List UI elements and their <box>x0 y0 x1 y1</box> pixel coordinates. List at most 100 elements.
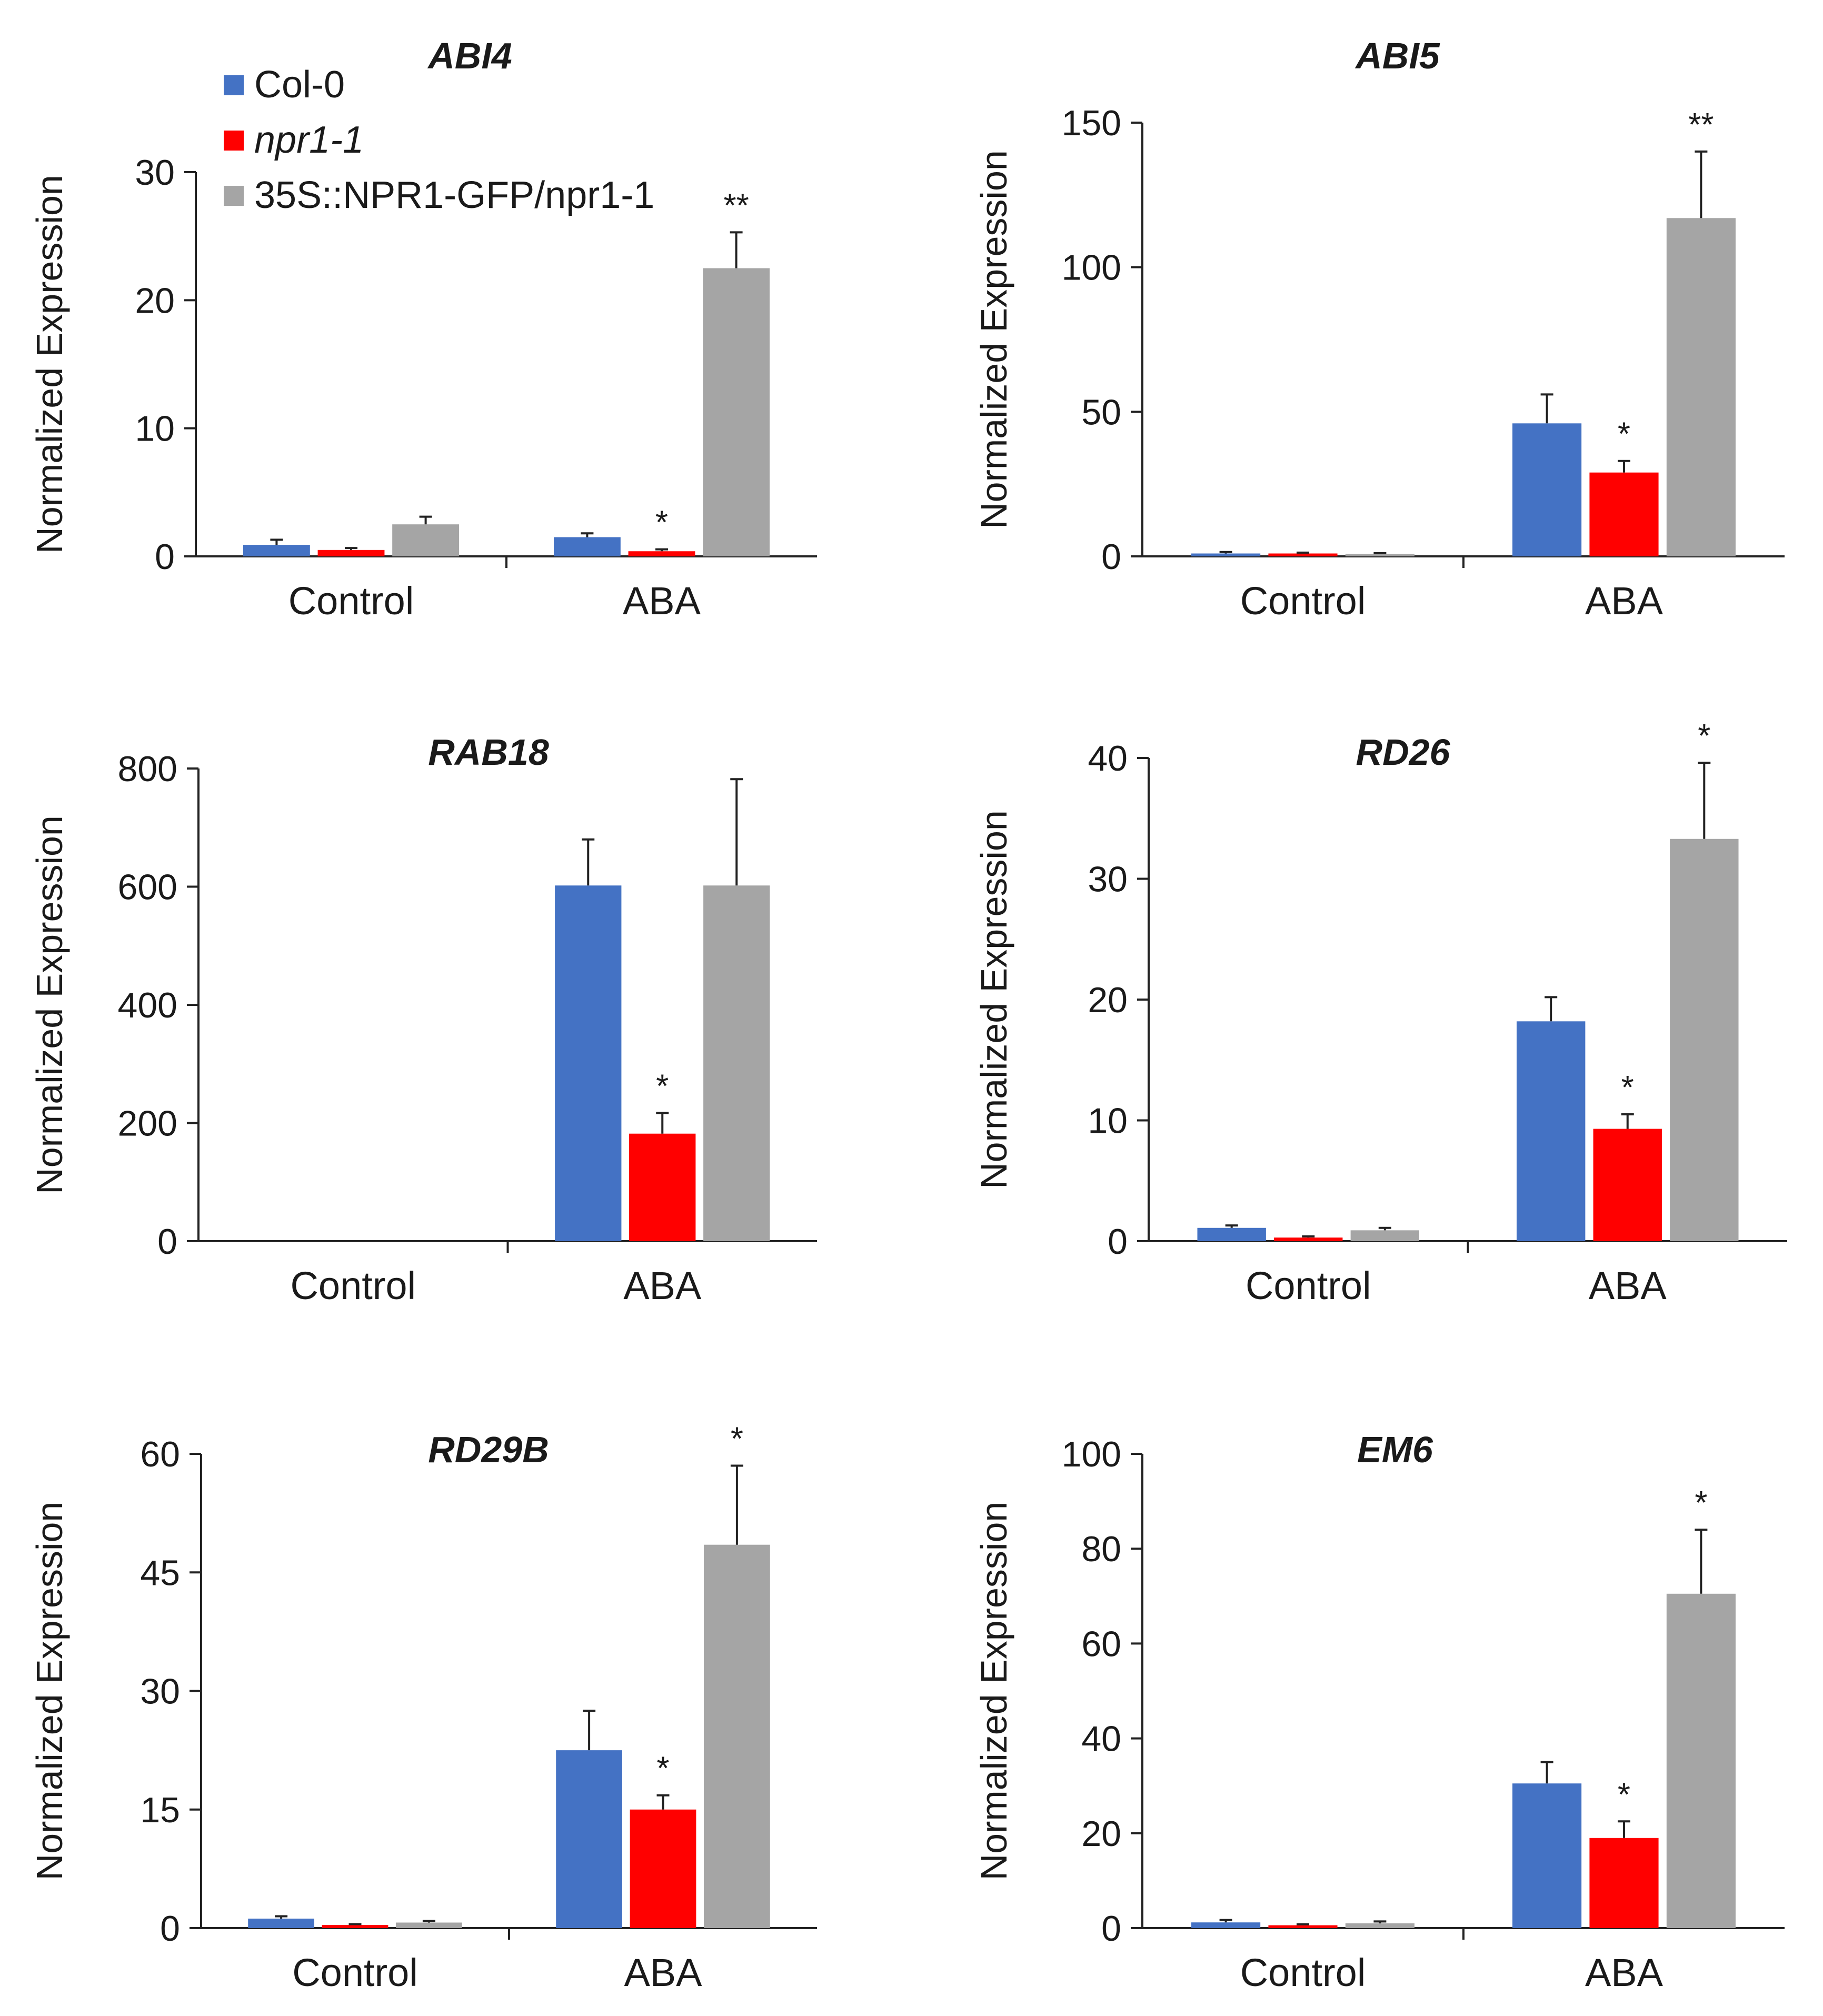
chart-panel-em6: EM6 Normalized Expression 0 20 40 60 80 100 Cont… <box>973 1429 1785 1994</box>
y-tick-label: 800 <box>118 749 177 789</box>
significance-marker: * <box>1695 1485 1707 1521</box>
x-category-label-aba: ABA <box>624 1951 702 1994</box>
significance-marker: * <box>655 505 668 541</box>
x-category-label-control: Control <box>1246 1264 1371 1308</box>
y-tick-label: 200 <box>118 1104 177 1144</box>
y-tick-label: 40 <box>1088 738 1128 779</box>
panel-title: RD29B <box>428 1429 549 1470</box>
legend-swatch-ntg <box>224 186 244 206</box>
x-category-label-control: Control <box>1240 1951 1366 1994</box>
bar-npr1-control <box>1268 1925 1338 1928</box>
panel-title: ABI4 <box>427 35 512 76</box>
bar-ntg-aba <box>703 268 770 556</box>
x-category-label-control: Control <box>288 579 414 623</box>
y-tick-label: 15 <box>140 1790 180 1830</box>
y-tick-label: 10 <box>135 409 175 449</box>
bar-npr1-aba <box>628 551 695 556</box>
bar-npr1-aba <box>630 1809 696 1928</box>
y-tick-label: 30 <box>135 153 175 193</box>
significance-marker: * <box>1621 1070 1634 1106</box>
y-tick-label: 20 <box>135 281 175 321</box>
bar-ntg-aba <box>703 885 770 1241</box>
y-axis-label: Normalized Expression <box>973 810 1014 1189</box>
bar-ntg-control <box>1350 1230 1420 1241</box>
x-category-label-control: Control <box>1240 579 1366 623</box>
panel-title: ABI5 <box>1354 35 1440 76</box>
y-tick-label: 40 <box>1081 1719 1121 1759</box>
significance-marker: * <box>1618 1777 1630 1813</box>
y-tick-label: 150 <box>1062 103 1121 143</box>
x-category-label-aba: ABA <box>623 579 701 623</box>
y-tick-label: 20 <box>1088 980 1128 1020</box>
x-category-label-aba: ABA <box>623 1264 702 1308</box>
x-category-label-aba: ABA <box>1585 1951 1663 1994</box>
y-tick-label: 0 <box>155 537 175 577</box>
y-axis-label: Normalized Expression <box>29 175 70 554</box>
chart-panel-abi5: ABI5 Normalized Expression 0 50 100 150 Contro… <box>973 35 1785 623</box>
significance-marker: * <box>1698 718 1710 754</box>
bar-npr1-control <box>1274 1237 1343 1241</box>
bar-npr1-aba <box>1593 1129 1662 1241</box>
significance-marker: * <box>731 1421 743 1458</box>
bar-ntg-control <box>1345 1923 1414 1928</box>
legend-swatch-col0 <box>224 75 244 95</box>
bar-col0-aba <box>555 885 622 1241</box>
legend-swatch-npr1 <box>224 131 244 151</box>
y-tick-label: 20 <box>1081 1814 1121 1854</box>
panel-title: RAB18 <box>428 732 549 773</box>
legend-label-col0: Col-0 <box>254 64 345 106</box>
chart-panel-rd26: RD26 Normalized Expression 0 10 20 30 40 Contro… <box>973 718 1787 1308</box>
bar-npr1-aba <box>1589 1838 1659 1928</box>
bar-col0-aba <box>1516 1021 1586 1241</box>
x-category-label-control: Control <box>292 1951 418 1994</box>
significance-marker: ** <box>1688 107 1714 143</box>
y-tick-label: 100 <box>1062 248 1121 288</box>
y-tick-label: 0 <box>157 1222 177 1262</box>
y-tick-label: 30 <box>1088 860 1128 900</box>
bar-npr1-aba <box>629 1133 696 1241</box>
y-tick-label: 600 <box>118 867 177 907</box>
x-category-label-control: Control <box>290 1264 416 1308</box>
chart-panel-rd29b: RD29B Normalized Expression 0 15 30 45 60 Contr… <box>29 1421 817 1994</box>
y-tick-label: 60 <box>140 1434 180 1474</box>
y-axis-label: Normalized Expression <box>973 1502 1014 1881</box>
bar-ntg-aba <box>1670 839 1739 1241</box>
significance-marker: * <box>656 1068 669 1104</box>
bar-npr1-aba <box>1589 472 1659 556</box>
y-axis-label: Normalized Expression <box>29 815 70 1194</box>
y-tick-label: 0 <box>1101 1909 1121 1949</box>
bar-npr1-control <box>317 550 385 556</box>
bar-ntg-control <box>392 524 460 556</box>
bar-ntg-aba <box>1666 1593 1736 1928</box>
bar-ntg-aba <box>1666 218 1736 556</box>
y-tick-label: 400 <box>118 985 177 1025</box>
significance-marker: * <box>1618 416 1630 453</box>
y-tick-label: 45 <box>140 1553 180 1593</box>
y-tick-label: 100 <box>1062 1434 1121 1474</box>
y-tick-label: 0 <box>160 1909 180 1949</box>
y-tick-label: 50 <box>1081 392 1121 432</box>
bar-col0-control <box>1191 553 1261 556</box>
y-tick-label: 30 <box>140 1672 180 1712</box>
bar-col0-control <box>248 1918 314 1928</box>
y-tick-label: 60 <box>1081 1624 1121 1664</box>
bar-col0-control <box>1191 1922 1261 1928</box>
chart-panel-abi4: ABI4 Normalized Expression 0 10 20 30 Control A… <box>29 35 817 623</box>
bar-col0-aba <box>1512 423 1582 556</box>
x-category-label-aba: ABA <box>1585 579 1663 623</box>
bar-ntg-control <box>396 1922 462 1928</box>
y-tick-label: 10 <box>1088 1101 1128 1141</box>
panel-title: RD26 <box>1356 732 1451 773</box>
y-tick-label: 0 <box>1101 537 1121 577</box>
y-tick-label: 80 <box>1081 1529 1121 1569</box>
significance-marker: * <box>656 1751 669 1787</box>
bar-npr1-control <box>322 1924 388 1928</box>
y-axis-label: Normalized Expression <box>29 1502 70 1881</box>
chart-panels: ABI4 Normalized Expression 0 10 20 30 Control A… <box>29 35 1787 1994</box>
bar-ntg-aba <box>704 1544 770 1928</box>
bar-col0-aba <box>553 537 621 556</box>
bar-npr1-control <box>1268 553 1338 556</box>
panel-title: EM6 <box>1357 1429 1433 1470</box>
